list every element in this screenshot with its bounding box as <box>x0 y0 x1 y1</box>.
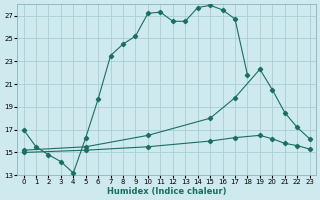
X-axis label: Humidex (Indice chaleur): Humidex (Indice chaleur) <box>107 187 226 196</box>
